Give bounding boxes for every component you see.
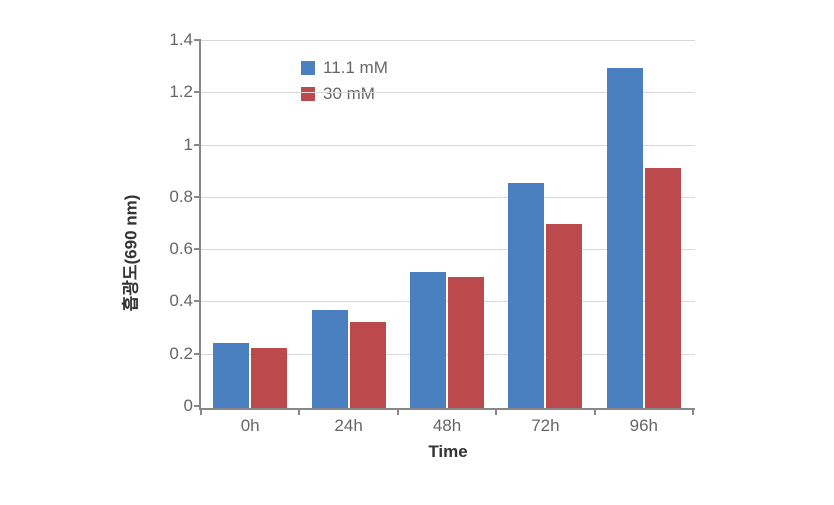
bar [645, 168, 681, 409]
y-tick-label: 0.2 [143, 344, 201, 364]
bar [410, 272, 446, 408]
x-axis-title: Time [428, 442, 467, 462]
x-tick-label: 96h [630, 408, 658, 436]
x-tick-label: 0h [241, 408, 260, 436]
y-tick-label: 1 [143, 135, 201, 155]
y-tick-mark [194, 353, 201, 355]
bar [508, 183, 544, 408]
bar [312, 310, 348, 408]
x-tick-label: 48h [433, 408, 461, 436]
y-tick-label: 1.4 [143, 30, 201, 50]
legend-label-0: 11.1 mM [323, 58, 388, 78]
y-tick-label: 1.2 [143, 82, 201, 102]
legend-swatch-0 [301, 61, 315, 75]
y-tick-label: 0.4 [143, 291, 201, 311]
bar [213, 343, 249, 408]
x-tick-label: 72h [531, 408, 559, 436]
legend-label-1: 30 mM [323, 84, 375, 104]
x-tick-mark [200, 408, 202, 415]
legend: 11.1 mM 30 mM [301, 58, 388, 110]
x-tick-label: 24h [334, 408, 362, 436]
bar [546, 224, 582, 408]
x-tick-mark [298, 408, 300, 415]
y-tick-mark [194, 248, 201, 250]
gridline [201, 40, 695, 41]
plot-area: 11.1 mM 30 mM Time 00.20.40.60.811.21.40… [199, 40, 695, 410]
y-tick-mark [194, 405, 201, 407]
bar [350, 322, 386, 408]
bar [607, 68, 643, 408]
legend-swatch-1 [301, 87, 315, 101]
y-tick-mark [194, 91, 201, 93]
y-tick-mark [194, 196, 201, 198]
legend-item-0: 11.1 mM [301, 58, 388, 78]
y-tick-label: 0.6 [143, 239, 201, 259]
y-tick-label: 0 [143, 396, 201, 416]
y-axis-title: 흡광도(690 nm) [117, 194, 142, 311]
bar-chart: 흡광도(690 nm) 11.1 mM 30 mM Time 00.20.40.… [119, 30, 715, 475]
y-tick-mark [194, 144, 201, 146]
bar [448, 277, 484, 408]
x-tick-mark [594, 408, 596, 415]
legend-item-1: 30 mM [301, 84, 388, 104]
y-tick-mark [194, 300, 201, 302]
bar [251, 348, 287, 408]
x-tick-mark [495, 408, 497, 415]
y-tick-mark [194, 39, 201, 41]
x-tick-mark [397, 408, 399, 415]
y-tick-label: 0.8 [143, 187, 201, 207]
x-tick-mark [692, 408, 694, 415]
